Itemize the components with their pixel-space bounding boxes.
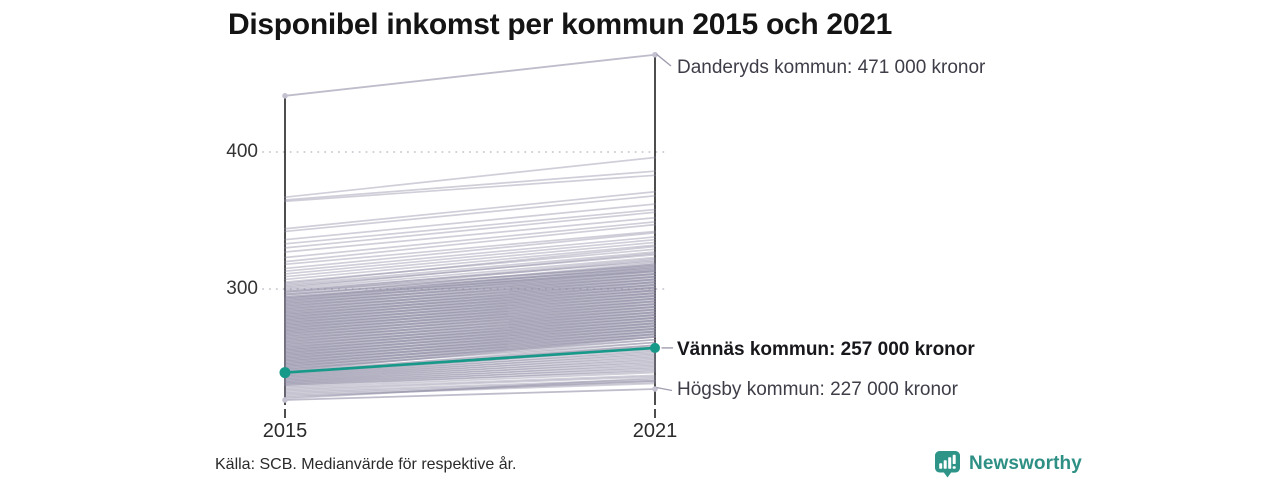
newsworthy-logo: Newsworthy xyxy=(934,450,1082,478)
annotation-danderyd: Danderyds kommun: 471 000 kronor xyxy=(677,57,986,78)
annotation-vannas-highlighted: Vännäs kommun: 257 000 kronor xyxy=(677,339,975,360)
chart-title: Disponibel inkomst per kommun 2015 och 2… xyxy=(228,8,892,41)
x-axis-label-2021: 2021 xyxy=(632,420,678,442)
bar-chart-speech-bubble-icon xyxy=(935,451,960,478)
y-axis-tick-label-300: 300 xyxy=(226,278,258,299)
x-axis-label-2015: 2015 xyxy=(262,420,308,442)
y-axis-tick-label-400: 400 xyxy=(226,141,258,162)
newsworthy-wordmark: Newsworthy xyxy=(969,453,1082,474)
source-note: Källa: SCB. Medianvärde för respektive å… xyxy=(215,456,517,473)
annotation-hogsby: Högsby kommun: 227 000 kronor xyxy=(677,379,958,400)
